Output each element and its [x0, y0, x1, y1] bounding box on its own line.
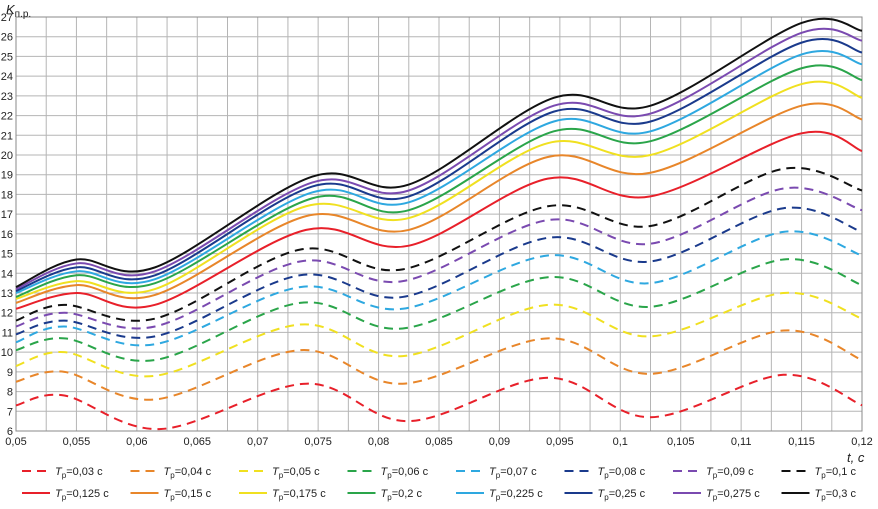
- legend-label: Tp=0,08 с: [598, 466, 646, 480]
- y-tick-label: 17: [1, 209, 13, 221]
- y-tick-label: 9: [7, 367, 13, 379]
- series-line-7: [15, 186, 863, 330]
- legend-label: Tp=0,225 с: [489, 488, 543, 502]
- legend-label: Tp=0,07 с: [489, 466, 537, 480]
- legend-item: Tp=0,15 с: [130, 488, 212, 502]
- y-tick-label: 8: [7, 387, 13, 399]
- legend-label: Tp=0,25 с: [598, 488, 646, 502]
- y-tick-label: 6: [7, 426, 13, 438]
- legend-label: Tp=0,125 с: [55, 488, 109, 502]
- legend-label: Tp=0,04 с: [164, 466, 212, 480]
- series-line-10: [15, 102, 863, 304]
- x-tick-label: 0,09: [489, 436, 510, 448]
- legend-item: Tp=0,225 с: [456, 488, 543, 502]
- series-line-5: [15, 230, 863, 347]
- y-tick-label: 10: [1, 347, 13, 359]
- x-tick-label: 0,11: [731, 436, 752, 448]
- legend-label: Tp=0,09 с: [706, 466, 754, 480]
- x-tick-label: 0,085: [425, 436, 453, 448]
- series-line-16: [15, 17, 863, 288]
- y-tick-label: 15: [1, 249, 13, 261]
- y-tick-label: 26: [1, 32, 13, 44]
- legend-item: Tp=0,04 с: [130, 466, 212, 480]
- legend-label: Tp=0,05 с: [272, 466, 320, 480]
- x-tick-label: 0,08: [368, 436, 389, 448]
- series-line-15: [15, 27, 863, 290]
- series-line-6: [15, 206, 863, 339]
- legend-item: Tp=0,08 с: [564, 466, 646, 480]
- x-tick-label: 0,12: [851, 436, 872, 448]
- y-tick-label: 13: [1, 288, 13, 300]
- series-line-14: [15, 38, 863, 292]
- legend-label: Tp=0,1 с: [815, 466, 857, 480]
- legend-item: Tp=0,06 с: [347, 466, 429, 480]
- x-tick-label: 0,055: [63, 436, 91, 448]
- y-axis-label-main: K: [6, 2, 16, 17]
- y-tick-label: 20: [1, 150, 13, 162]
- legend-item: Tp=0,175 с: [239, 488, 326, 502]
- y-tick-label: 22: [1, 111, 13, 123]
- series-layer: [15, 17, 863, 431]
- x-tick-label: 0,07: [247, 436, 268, 448]
- x-tick-label: 0,065: [184, 436, 212, 448]
- y-axis-label: Kп.р.: [6, 2, 31, 20]
- legend-item: Tp=0,03 с: [22, 466, 103, 480]
- legend-item: Tp=0,3 с: [781, 488, 857, 502]
- legend: Tp=0,03 с Tp=0,04 с Tp=0,05 с Tp=0,06 с Tp=0…: [22, 466, 856, 502]
- plot-frame: [15, 16, 863, 432]
- legend-item: Tp=0,125 с: [22, 488, 109, 502]
- legend-label: Tp=0,06 с: [381, 466, 429, 480]
- x-tick-label: 0,06: [126, 436, 147, 448]
- legend-item: Tp=0,05 с: [239, 466, 320, 480]
- y-tick-label: 7: [7, 406, 13, 418]
- legend-item: Tp=0,275 с: [673, 488, 760, 502]
- y-tick-labels: 6 7 8 9 10 11 12 13 14 15 16 17 18 19 20 21 22 23 24 25 26 27: [1, 12, 13, 438]
- y-tick-label: 18: [1, 189, 13, 201]
- legend-item: Tp=0,1 с: [781, 466, 857, 480]
- x-tick-labels: 0,05 0,055 0,06 0,065 0,07 0,075 0,08 0,085 0,09…: [5, 436, 872, 448]
- y-tick-label: 27: [1, 12, 13, 24]
- series-line-4: [15, 258, 863, 362]
- x-tick-label: 0,075: [304, 436, 332, 448]
- series-line-12: [15, 64, 863, 298]
- legend-label: Tp=0,3 с: [815, 488, 857, 502]
- y-tick-label: 14: [1, 268, 13, 280]
- series-line-8: [15, 166, 863, 322]
- x-tick-label: 0,095: [546, 436, 574, 448]
- legend-item: Tp=0,25 с: [564, 488, 646, 502]
- legend-item: Tp=0,07 с: [456, 466, 537, 480]
- y-axis-label-sub: п.р.: [15, 9, 32, 20]
- x-axis-label: t, с: [847, 450, 865, 465]
- y-tick-label: 23: [1, 91, 13, 103]
- x-tick-label: 0,115: [788, 436, 815, 448]
- series-line-9: [15, 130, 863, 310]
- y-tick-label: 25: [1, 51, 13, 63]
- y-tick-label: 21: [1, 130, 13, 142]
- y-tick-label: 19: [1, 170, 13, 182]
- y-tick-label: 16: [1, 229, 13, 241]
- series-line-13: [15, 50, 863, 294]
- legend-item: Tp=0,2 с: [347, 488, 423, 502]
- series-line-3: [15, 291, 863, 378]
- y-tick-label: 24: [1, 71, 13, 83]
- x-tick-label: 0,105: [667, 436, 695, 448]
- series-line-1: [15, 373, 863, 431]
- legend-label: Tp=0,15 с: [164, 488, 212, 502]
- legend-item: Tp=0,09 с: [673, 466, 754, 480]
- legend-label: Tp=0,275 с: [706, 488, 760, 502]
- legend-label: Tp=0,2 с: [381, 488, 423, 502]
- legend-label: Tp=0,175 с: [272, 488, 326, 502]
- legend-label: Tp=0,03 с: [55, 466, 103, 480]
- y-tick-label: 11: [2, 327, 13, 339]
- y-tick-label: 12: [1, 308, 13, 320]
- grid: [15, 16, 863, 432]
- x-tick-label: 0,1: [613, 436, 628, 448]
- x-tick-label: 0,05: [5, 436, 26, 448]
- series-line-11: [15, 80, 863, 300]
- series-line-2: [15, 329, 863, 401]
